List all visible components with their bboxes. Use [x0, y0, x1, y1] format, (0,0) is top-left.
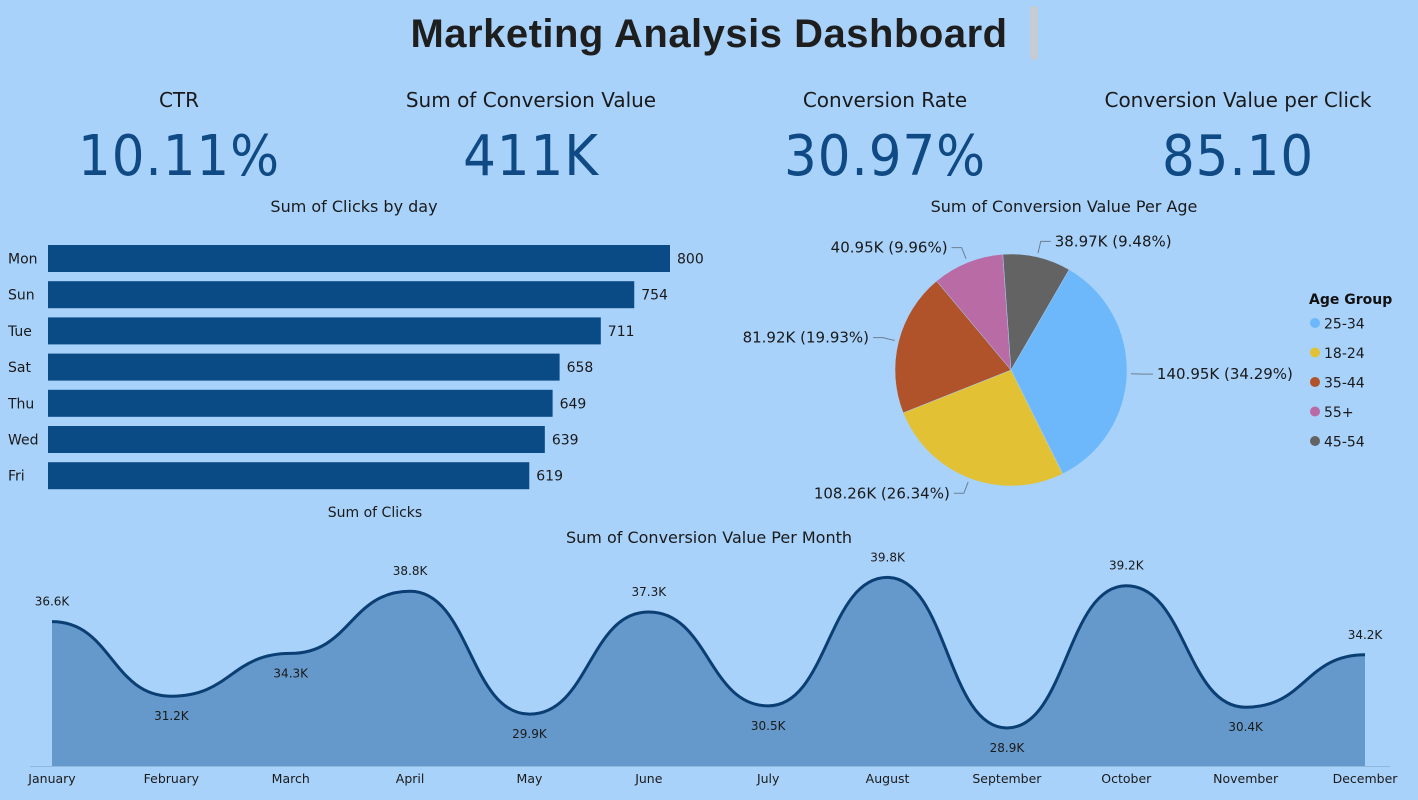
bar-data-label: 649	[560, 396, 587, 412]
month-tick-label: November	[1213, 771, 1279, 786]
pie-leader-line	[951, 247, 967, 259]
bar	[48, 462, 530, 490]
legend-item-label: 18-24	[1324, 346, 1365, 362]
month-tick-label: October	[1101, 771, 1152, 786]
title-divider	[1030, 6, 1038, 60]
month-tick-label: March	[272, 771, 310, 786]
bar-category-label: Tue	[7, 324, 32, 340]
legend-title: Age Group	[1309, 292, 1392, 308]
area-data-label: 39.2K	[1109, 559, 1145, 573]
conversion-by-month-chart: Sum of Conversion Value Per Month Januar…	[27, 528, 1398, 786]
kpi-label: Conversion Value per Click	[1104, 88, 1372, 112]
bar-category-label: Fri	[8, 469, 25, 485]
legend-swatch	[1310, 406, 1320, 417]
area-line	[51, 575, 1366, 730]
area-data-label: 28.9K	[990, 741, 1026, 755]
legend-item-label: 35-44	[1324, 376, 1365, 392]
bar	[48, 426, 545, 453]
kpi-card-conversion-value: Sum of Conversion Value 411K	[366, 88, 696, 189]
area-data-label: 30.4K	[1228, 720, 1264, 734]
area-data-label: 37.3K	[632, 585, 668, 599]
kpi-value: 411K	[463, 124, 599, 189]
area-data-label: 34.3K	[273, 666, 309, 680]
month-tick-label: January	[27, 771, 76, 786]
pie-slice	[894, 280, 1012, 414]
pie-chart-title: Sum of Conversion Value Per Age	[931, 197, 1198, 216]
pie-slice	[936, 254, 1012, 371]
bar-category-label: Thu	[7, 396, 34, 412]
pie-slice	[902, 369, 1064, 487]
legend-swatch	[1310, 377, 1320, 387]
area-data-label: 38.8K	[393, 564, 429, 578]
kpi-label: CTR	[158, 88, 200, 112]
bar-category-label: Mon	[8, 252, 38, 268]
dashboard-title: Marketing Analysis Dashboard	[410, 12, 1008, 56]
pie-data-label: 40.95K (9.96%)	[831, 239, 948, 257]
bar	[48, 389, 553, 417]
bar-category-label: Wed	[8, 433, 39, 449]
month-tick-label: May	[517, 771, 543, 786]
pie-leader-line	[1037, 240, 1051, 254]
kpi-label: Sum of Conversion Value	[405, 88, 657, 112]
bar	[48, 317, 601, 345]
pie-data-label: 108.26K (26.34%)	[814, 484, 950, 502]
clicks-by-day-chart: Sum of Clicks by day Mon 800 Sun 754 Tue 711 S…	[7, 197, 704, 521]
pie-data-label: 140.95K (34.29%)	[1157, 365, 1293, 383]
month-tick-label: July	[756, 771, 780, 786]
pie-leader-line	[953, 481, 969, 494]
area-fill	[52, 577, 1365, 766]
bar	[48, 353, 560, 381]
kpi-card-value-per-click: Conversion Value per Click 85.10	[1073, 88, 1403, 189]
bar-data-label: 754	[641, 288, 668, 304]
bar	[48, 245, 670, 272]
area-data-label: 36.6K	[35, 595, 71, 609]
month-tick-label: August	[866, 771, 910, 786]
kpi-value: 10.11%	[78, 124, 280, 189]
bar-data-label: 711	[608, 324, 635, 340]
bar-data-label: 619	[536, 469, 563, 485]
area-data-label: 29.9K	[512, 727, 548, 741]
kpi-value: 30.97%	[784, 124, 986, 189]
month-tick-label: June	[634, 771, 663, 786]
legend-item-label: 55+	[1324, 405, 1354, 421]
legend-item-label: 25-34	[1324, 317, 1365, 333]
conversion-by-age-chart: Sum of Conversion Value Per Age 140.95K …	[743, 197, 1393, 502]
area-chart-title: Sum of Conversion Value Per Month	[566, 528, 852, 547]
pie-slice	[1010, 269, 1128, 475]
pie-data-label: 81.92K (19.93%)	[743, 329, 869, 347]
pie-leader-line	[873, 337, 895, 342]
area-data-label: 31.2K	[154, 709, 190, 723]
bar-data-label: 658	[567, 360, 594, 376]
month-tick-label: February	[144, 771, 200, 786]
bar-data-label: 800	[677, 252, 704, 268]
area-data-label: 34.2K	[1348, 628, 1384, 642]
area-data-label: 30.5K	[751, 719, 787, 733]
pie-slice	[1002, 253, 1070, 371]
bar-chart-x-axis-label: Sum of Clicks	[328, 505, 422, 521]
bar-category-label: Sun	[8, 288, 35, 304]
legend-swatch	[1310, 436, 1320, 446]
kpi-value: 85.10	[1161, 124, 1315, 189]
bar-chart-title: Sum of Clicks by day	[270, 197, 437, 216]
area-data-label: 39.8K	[870, 550, 906, 564]
bar-category-label: Sat	[8, 360, 31, 376]
month-tick-label: September	[972, 771, 1042, 786]
pie-data-label: 38.97K (9.48%)	[1055, 232, 1172, 250]
bar-data-label: 639	[552, 433, 579, 449]
kpi-card-conversion-rate: Conversion Rate 30.97%	[720, 88, 1050, 189]
legend-item-label: 45-54	[1324, 435, 1365, 451]
bar	[48, 281, 635, 309]
month-tick-label: April	[396, 771, 425, 786]
legend-swatch	[1310, 318, 1320, 328]
kpi-label: Conversion Rate	[802, 88, 968, 112]
month-tick-label: December	[1333, 771, 1399, 786]
legend-swatch	[1310, 347, 1320, 358]
kpi-card-ctr: CTR 10.11%	[14, 88, 344, 189]
